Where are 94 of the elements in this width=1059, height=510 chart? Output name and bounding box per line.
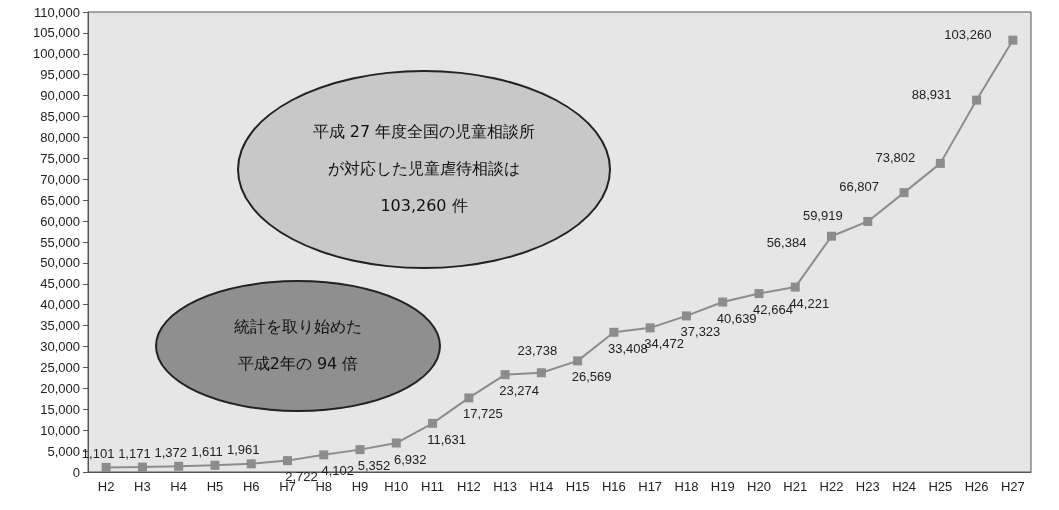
x-tick-label: H24 [892,479,916,494]
text: 37,323 [680,324,721,340]
point [972,95,982,105]
x-tick-label: H3 [134,479,151,494]
y-tick-label: 40,000 [40,297,80,313]
point [754,289,764,299]
x-tick-label: H13 [493,479,518,494]
text: 1,961 [226,442,260,458]
point [282,456,292,466]
y-tick-label: 35,000 [40,318,80,334]
point [573,356,583,366]
text: 11,631 [427,431,466,447]
y-tick-label: 95,000 [40,67,80,83]
point [464,393,474,403]
y-tick-label: 90,000 [40,88,80,104]
x-tick-label: H18 [674,479,699,494]
x-tick-label: H12 [456,479,481,494]
y-tick-label: 25,000 [40,359,80,375]
x-tick-label: H20 [747,479,771,494]
point [428,418,438,428]
y-tick-label: 30,000 [40,339,80,355]
point [174,461,184,471]
y-tick-label: 105,000 [33,25,80,41]
x-tick-label: H10 [384,479,409,494]
y-tick-label: 20,000 [40,380,80,396]
point [137,462,147,472]
y-tick-label: 55,000 [40,234,80,250]
x-tick-label: H25 [928,479,953,494]
y-tick-label: 70,000 [40,171,80,187]
y-tick-label: 10,000 [40,422,80,438]
annotation: 平成 27 年度全国の児童相談所が対応した児童虐待相談は103,260 件 [311,121,537,217]
point [101,462,111,472]
x-tick-label: H2 [97,479,115,494]
point [246,459,256,469]
y-tick-label: 45,000 [40,276,80,292]
text: 26,569 [571,369,612,385]
y-tick-label: 110,000 [33,4,80,20]
point [355,445,365,455]
point [645,323,655,333]
x-tick-label: H19 [710,479,735,494]
x-tick-label: H16 [601,479,626,494]
y-tick-label: 50,000 [40,255,80,271]
y-tick-label: 75,000 [40,150,80,166]
y-tick-label: 0 [72,464,80,480]
point [500,370,510,380]
x-tick-label: H17 [638,479,663,494]
text: 73,802 [875,149,916,165]
y-tick-label: 65,000 [40,192,80,208]
x-tick-label: H8 [315,479,333,494]
text: 103,260 [944,26,992,42]
point [681,311,691,321]
point [319,450,329,460]
point [935,158,945,168]
point [391,438,401,448]
text: 1,611 [191,443,223,459]
text: 1,372 [154,444,187,460]
point [827,231,837,241]
text: 88,931 [911,86,952,102]
point [790,282,800,292]
text: 1,171 [118,445,151,461]
point [899,188,909,198]
point [210,460,220,470]
text: 5,352 [357,458,391,474]
point [536,368,546,378]
x-tick-label: H11 [421,479,444,494]
x-tick-label: H27 [1000,479,1025,494]
text: 23,274 [499,383,539,399]
text: 6,932 [394,451,427,467]
x-tick-label: H5 [206,479,224,494]
y-tick-label: 85,000 [40,109,80,125]
point [1008,35,1018,45]
x-tick-label: H4 [170,479,187,494]
x-tick-label: H21 [783,479,808,494]
annotation: 統計を取り始めた平成2年の 94 倍 [233,316,363,375]
x-tick-label: H22 [819,479,844,494]
x-tick-label: H6 [242,479,260,494]
text: 56,384 [766,234,807,250]
x-tick-label: H14 [529,479,554,494]
point [863,216,873,226]
y-tick-label: 100,000 [33,46,80,62]
text: 66,807 [839,179,879,195]
text: 23,738 [517,343,558,359]
text: 59,919 [802,207,843,223]
x-tick-label: H15 [565,479,590,494]
y-tick-label: 5,000 [47,443,80,459]
x-tick-label: H26 [964,479,989,494]
y-tick-label: 80,000 [40,129,80,145]
y-tick-label: 60,000 [40,213,80,229]
x-tick-label: H23 [855,479,880,494]
point [718,297,728,307]
x-tick-label: H9 [351,479,369,494]
point [609,327,619,337]
y-tick-label: 15,000 [40,401,80,417]
text: 17,725 [462,406,503,422]
